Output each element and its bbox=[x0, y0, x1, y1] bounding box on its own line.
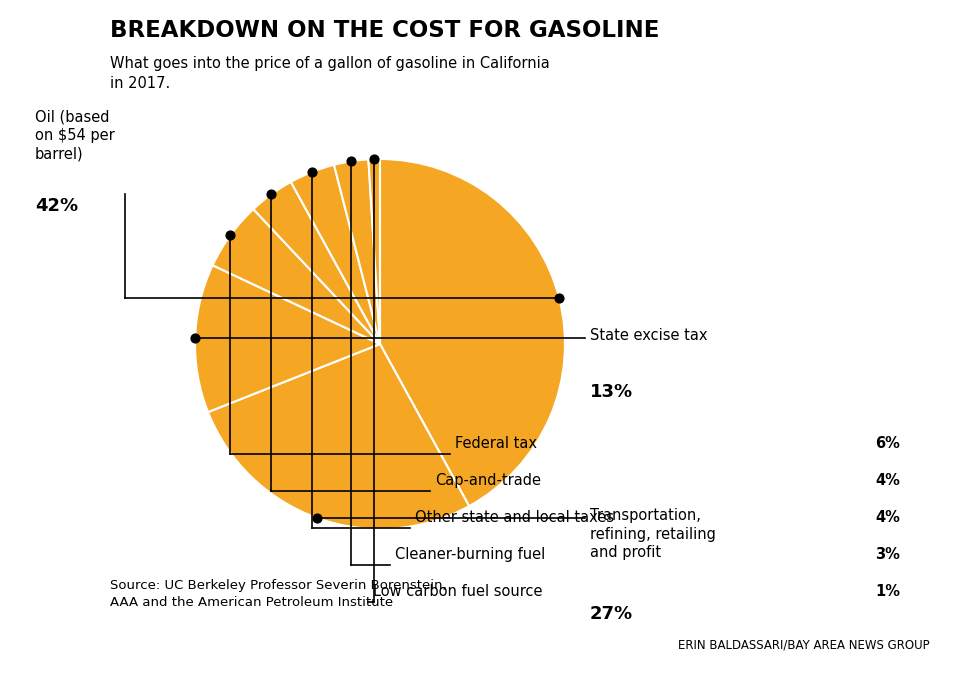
Point bbox=[264, 189, 279, 200]
Point bbox=[344, 156, 359, 166]
Wedge shape bbox=[195, 266, 380, 412]
Text: 27%: 27% bbox=[590, 605, 634, 623]
Text: 3%: 3% bbox=[876, 547, 900, 562]
Point bbox=[187, 333, 203, 344]
Wedge shape bbox=[369, 159, 380, 344]
Text: 6%: 6% bbox=[876, 436, 900, 451]
Wedge shape bbox=[212, 209, 380, 344]
Point bbox=[310, 513, 325, 524]
Text: What goes into the price of a gallon of gasoline in California
in 2017.: What goes into the price of a gallon of … bbox=[110, 56, 550, 91]
Wedge shape bbox=[208, 344, 469, 529]
Text: BREAKDOWN ON THE COST FOR GASOLINE: BREAKDOWN ON THE COST FOR GASOLINE bbox=[110, 19, 660, 42]
Point bbox=[551, 293, 566, 303]
Wedge shape bbox=[253, 182, 380, 344]
Text: 42%: 42% bbox=[35, 197, 78, 215]
Wedge shape bbox=[334, 159, 380, 344]
Text: Low carbon fuel source: Low carbon fuel source bbox=[373, 584, 542, 599]
Text: Source: UC Berkeley Professor Severin Borenstein,
AAA and the American Petroleum: Source: UC Berkeley Professor Severin Bo… bbox=[110, 579, 446, 609]
Text: Federal tax: Federal tax bbox=[455, 436, 537, 451]
Text: 4%: 4% bbox=[876, 473, 900, 488]
Text: 13%: 13% bbox=[590, 384, 634, 401]
Text: State excise tax: State excise tax bbox=[590, 328, 708, 343]
Text: ERIN BALDASSARI/BAY AREA NEWS GROUP: ERIN BALDASSARI/BAY AREA NEWS GROUP bbox=[679, 639, 930, 652]
Text: Oil (based
on $54 per
barrel): Oil (based on $54 per barrel) bbox=[35, 109, 115, 161]
Point bbox=[367, 154, 382, 164]
Text: 1%: 1% bbox=[875, 584, 900, 599]
Text: Transportation,
refining, retailing
and profit: Transportation, refining, retailing and … bbox=[590, 508, 716, 560]
Wedge shape bbox=[291, 165, 380, 344]
Text: Cap-and-trade: Cap-and-trade bbox=[435, 473, 541, 488]
Text: Cleaner-burning fuel: Cleaner-burning fuel bbox=[395, 547, 545, 562]
Text: 4%: 4% bbox=[876, 510, 900, 525]
Point bbox=[304, 166, 320, 177]
Text: Other state and local taxes: Other state and local taxes bbox=[415, 510, 614, 525]
Point bbox=[223, 230, 238, 241]
Wedge shape bbox=[380, 159, 565, 506]
